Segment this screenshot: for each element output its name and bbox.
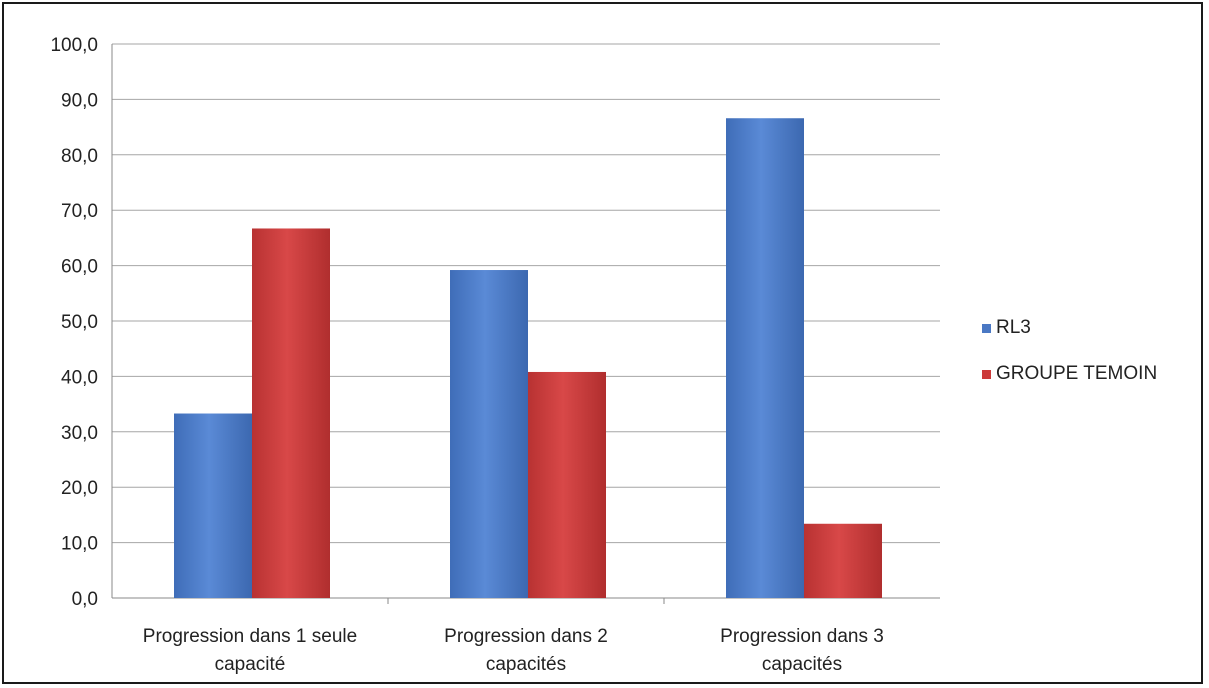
bar-groupe-temoin [252, 228, 330, 598]
y-tick-label: 40,0 [61, 367, 98, 388]
legend-label: RL3 [996, 317, 1031, 338]
bar-chart: 0,0 10,0 20,0 30,0 40,0 50,0 60,0 70,0 80,0 90,0 1… [50, 35, 1157, 675]
bar-groupe-temoin [528, 371, 606, 598]
y-tick-label: 60,0 [61, 257, 98, 278]
legend-label: GROUPE TEMOIN [996, 363, 1157, 384]
y-tick-label: 80,0 [61, 146, 98, 167]
y-tick-label: 70,0 [61, 201, 98, 222]
y-tick-label: 50,0 [61, 312, 98, 333]
legend-swatch [982, 324, 991, 333]
y-tick-label: 10,0 [61, 534, 98, 555]
y-tick-label: 100,0 [50, 35, 98, 56]
legend-swatch [982, 370, 991, 379]
x-category-label: capacités [486, 654, 566, 675]
x-category-label: capacité [215, 654, 286, 675]
x-category-label: Progression dans 3 [720, 626, 884, 647]
bar-groupe-temoin [804, 523, 882, 598]
y-tick-label: 20,0 [61, 478, 98, 499]
x-category-label: capacités [762, 654, 842, 675]
y-tick-label: 90,0 [61, 90, 98, 111]
bar-rl3 [726, 118, 804, 599]
bar-rl3 [174, 413, 252, 598]
y-tick-label: 0,0 [72, 589, 98, 610]
x-category-label: Progression dans 1 seule [143, 626, 357, 647]
bar-rl3 [450, 270, 528, 598]
x-category-label: Progression dans 2 [444, 626, 608, 647]
y-tick-label: 30,0 [61, 423, 98, 444]
